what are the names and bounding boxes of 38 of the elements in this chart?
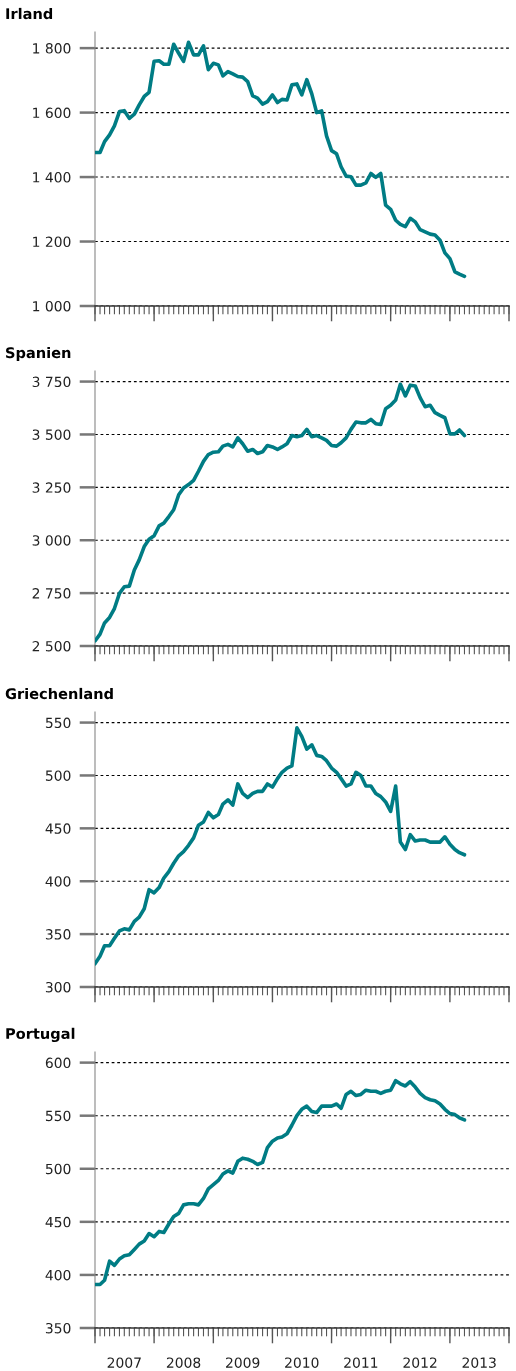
chart-title: Portugal [6, 1027, 75, 1042]
line-series [95, 382, 467, 643]
y-tick-label: 350 [45, 1322, 71, 1334]
x-tick-label: 2010 [285, 1357, 319, 1368]
line-series [95, 40, 467, 279]
y-tick-label: 1 800 [33, 43, 71, 54]
line-series [95, 726, 467, 966]
y-tick-label: 1 200 [33, 236, 71, 247]
y-tick-label: 3 750 [32, 376, 71, 388]
x-tick-label: 2007 [107, 1357, 141, 1368]
y-tick-label: 400 [45, 1269, 71, 1281]
y-tick-label: 550 [45, 717, 71, 729]
y-tick-label: 300 [45, 981, 71, 993]
y-tick-label: 3 250 [32, 482, 71, 493]
y-tick-label: 350 [45, 929, 71, 940]
x-tick-label: 2008 [166, 1357, 201, 1368]
y-tick-label: 2 500 [32, 640, 71, 652]
y-tick-label: 2 750 [32, 588, 71, 599]
x-tick-label: 2013 [462, 1357, 496, 1368]
y-tick-label: 500 [45, 770, 71, 781]
y-tick-label: 1 400 [33, 172, 71, 183]
x-tick-label: 2009 [226, 1357, 260, 1368]
x-tick-label: 2012 [403, 1357, 437, 1368]
y-tick-label: 450 [45, 823, 71, 834]
chart-title: Spanien [6, 346, 71, 361]
y-tick-label: 3 500 [32, 429, 71, 440]
y-tick-label: 400 [45, 876, 71, 887]
y-tick-label: 1 600 [33, 107, 71, 119]
y-tick-label: 3 000 [32, 535, 71, 546]
y-tick-label: 500 [45, 1163, 71, 1175]
chart-title: Griechenland [5, 687, 113, 700]
x-tick-label: 2011 [344, 1357, 378, 1368]
chart-title: Irland [6, 7, 53, 20]
line-series [95, 1078, 467, 1287]
y-tick-label: 600 [45, 1057, 71, 1069]
y-tick-label: 550 [45, 1110, 71, 1122]
y-tick-label: 450 [45, 1216, 71, 1228]
y-tick-label: 1 000 [33, 300, 71, 312]
